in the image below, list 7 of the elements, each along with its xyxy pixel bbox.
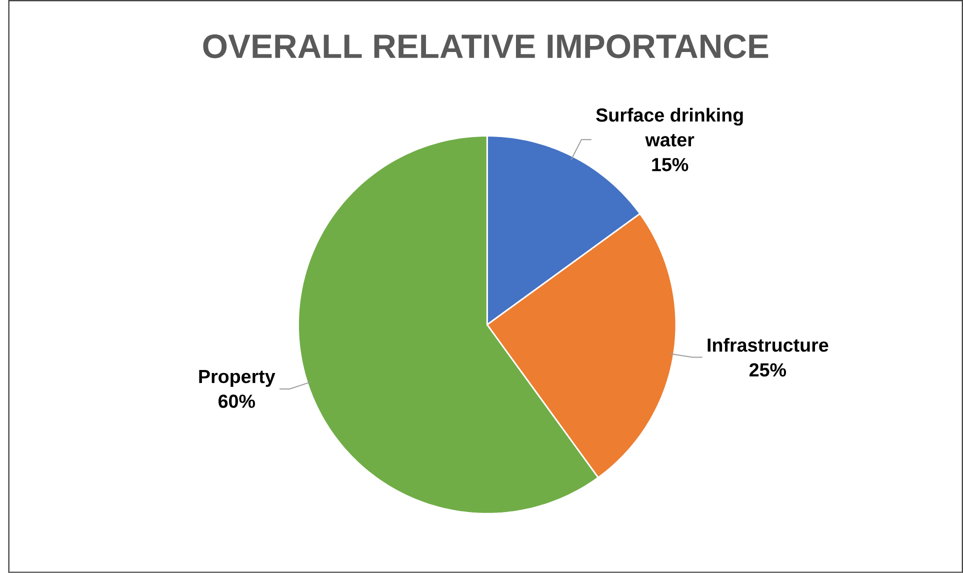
data-label: 25% — [750, 363, 786, 377]
slice-label: Property — [199, 370, 276, 387]
slice-label: Surface drinking water — [596, 108, 743, 147]
chart-title: OVERALL RELATIVE IMPORTANCE — [203, 34, 768, 58]
data-label: 60% — [218, 394, 255, 408]
data-label: 15% — [652, 158, 688, 172]
slice-label: Infrastructure — [708, 338, 828, 352]
